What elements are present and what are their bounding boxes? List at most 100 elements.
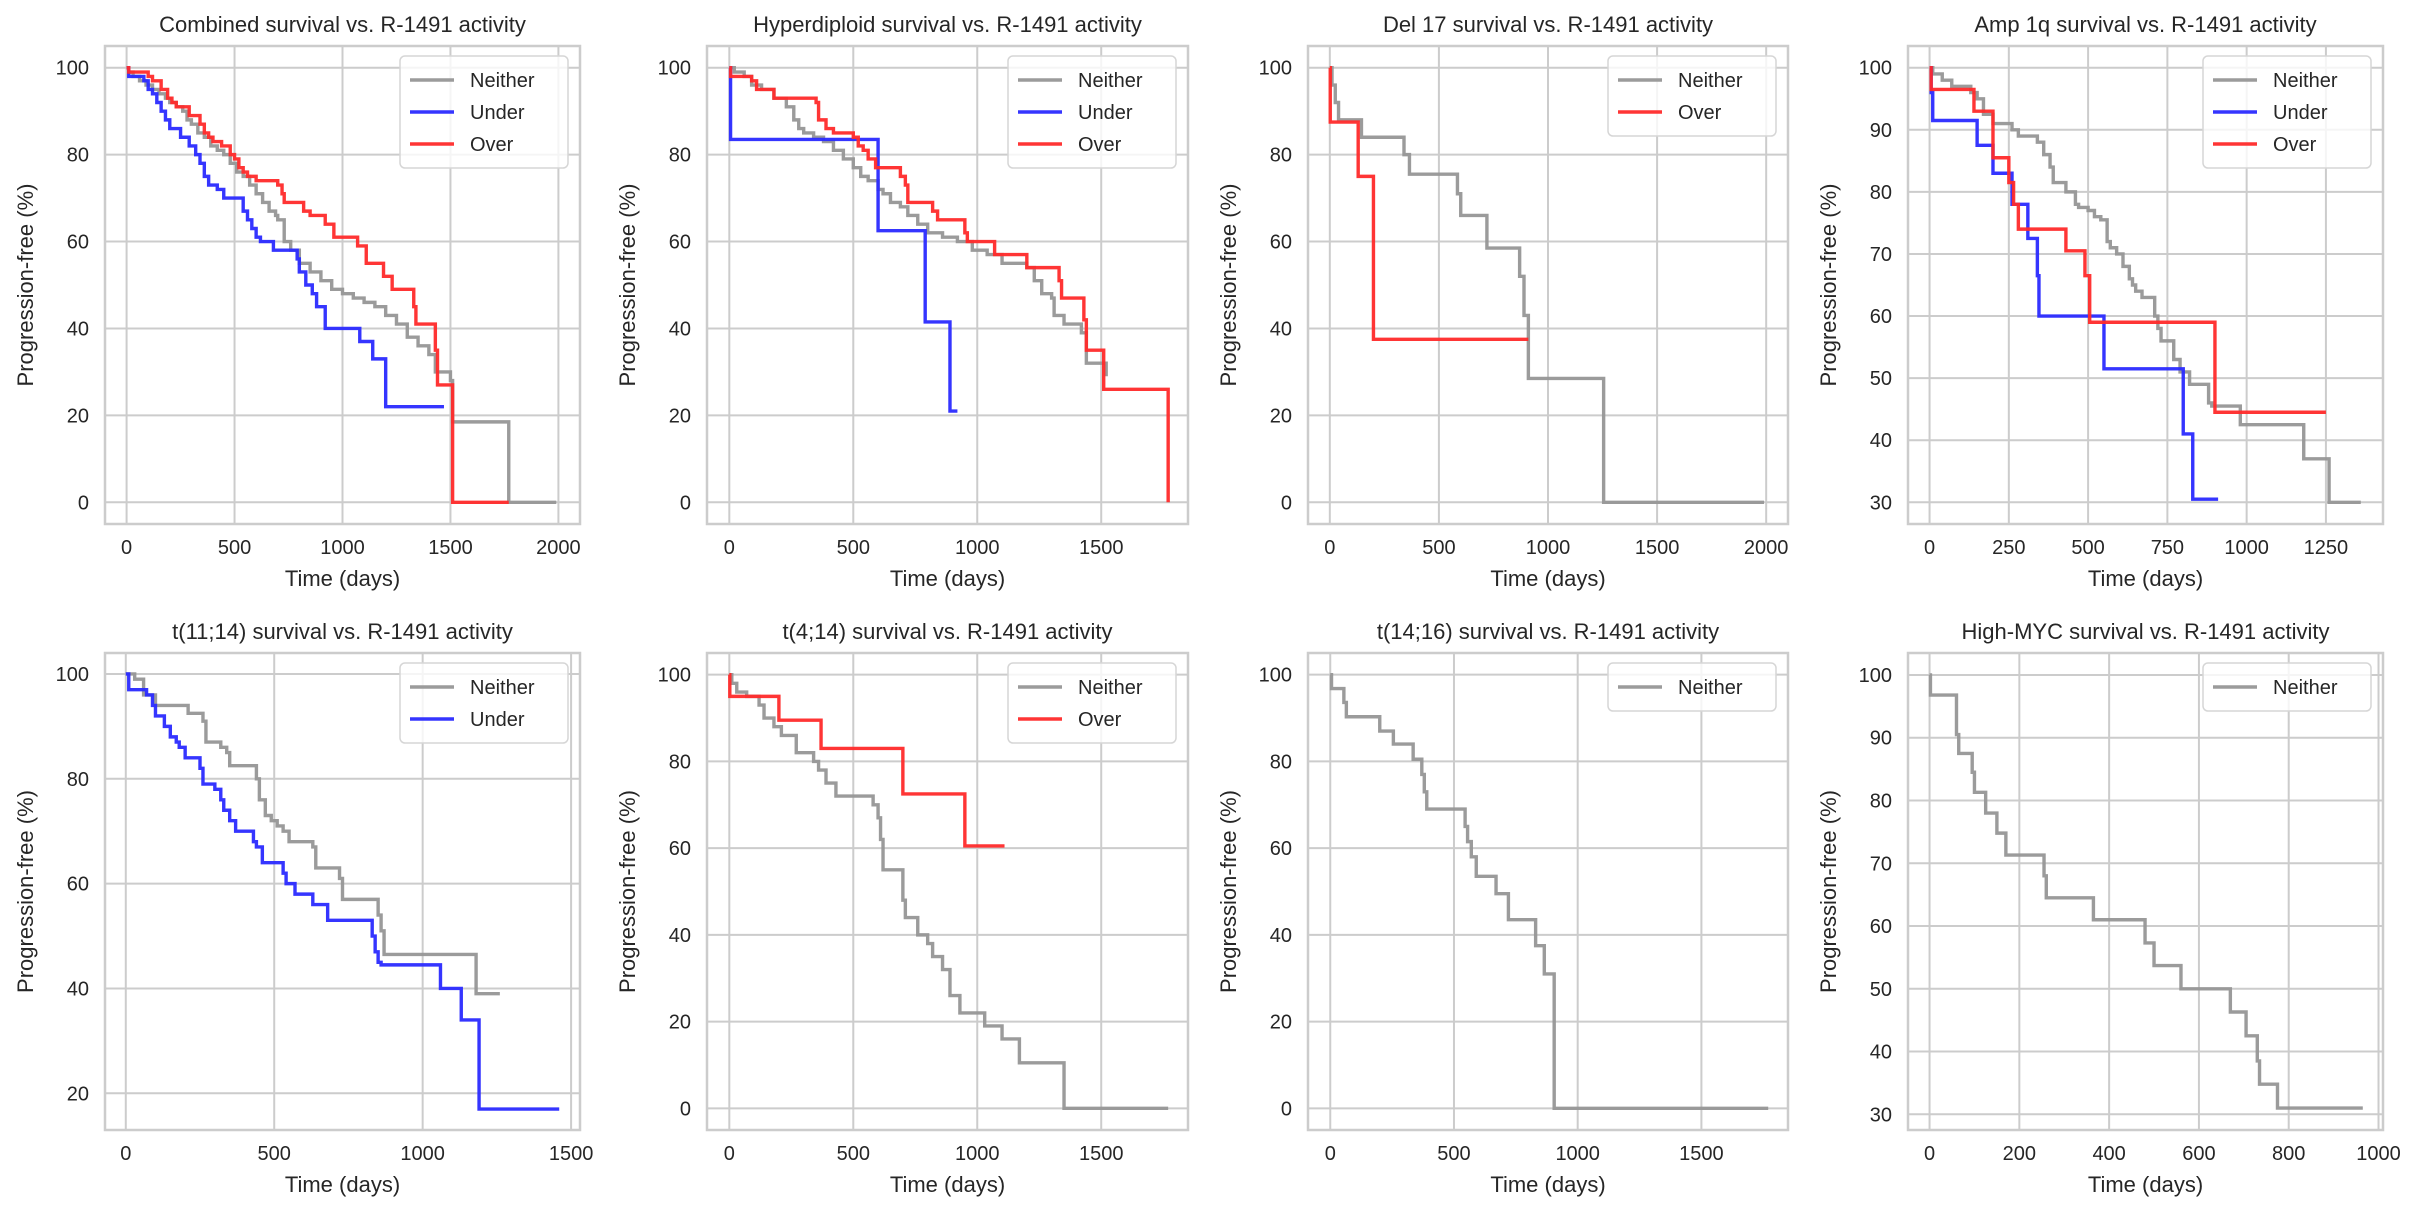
x-tick-label: 1500	[1679, 1143, 1724, 1165]
panel-2: Hyperdiploid survival vs. R-1491 activit…	[615, 12, 1190, 591]
y-tick-label: 20	[67, 1083, 89, 1105]
x-tick-label: 1000	[955, 537, 1000, 559]
legend: Neither	[2202, 662, 2372, 712]
panel-title: Combined survival vs. R-1491 activity	[159, 12, 526, 37]
x-tick-label: 1500	[428, 537, 473, 559]
legend-label: Over	[1678, 102, 1722, 124]
x-tick-label: 0	[1325, 1143, 1336, 1165]
x-tick-label: 800	[2272, 1143, 2305, 1165]
y-tick-label: 80	[1270, 751, 1292, 773]
x-tick-label: 0	[1924, 1143, 1935, 1165]
x-tick-label: 1500	[549, 1143, 594, 1165]
y-tick-label: 100	[1259, 665, 1292, 687]
x-tick-label: 500	[1422, 537, 1455, 559]
y-tick-label: 70	[1870, 853, 1892, 875]
y-tick-label: 60	[1270, 232, 1292, 254]
x-tick-label: 1000	[1526, 537, 1571, 559]
x-tick-label: 0	[120, 1143, 131, 1165]
series-line-over	[1328, 66, 1529, 342]
axes-frame	[1306, 651, 1790, 1132]
legend: Neither Under Over	[2202, 55, 2372, 169]
panel-6: t(4;14) survival vs. R-1491 activity 0 500…	[615, 619, 1190, 1197]
series-line-under	[1929, 66, 2219, 501]
series-line-under	[728, 66, 958, 413]
series-line-neither	[729, 672, 1169, 1111]
y-tick-label: 100	[658, 665, 691, 687]
y-tick-label: 40	[1870, 430, 1892, 452]
legend-label: Over	[2273, 134, 2317, 156]
y-tick-label: 60	[669, 232, 691, 254]
y-tick-label: 20	[1270, 405, 1292, 427]
y-tick-label: 40	[1870, 1042, 1892, 1064]
y-tick-label: 80	[1870, 182, 1892, 204]
x-axis-label: Time (days)	[2088, 566, 2203, 591]
y-tick-label: 0	[1281, 1098, 1292, 1120]
panel-1: Combined survival vs. R-1491 activity 0 50…	[13, 12, 582, 591]
y-tick-label: 60	[67, 874, 89, 896]
legend-label: Neither	[1678, 677, 1743, 699]
y-tick-label: 20	[669, 405, 691, 427]
x-axis-label: Time (days)	[1490, 1172, 1605, 1197]
legend: Neither	[1607, 662, 1777, 712]
y-tick-label: 40	[1270, 925, 1292, 947]
y-tick-label: 80	[669, 145, 691, 167]
y-tick-label: 40	[1270, 318, 1292, 340]
x-tick-label: 600	[2182, 1143, 2215, 1165]
y-tick-label: 60	[1870, 916, 1892, 938]
series-line-over	[728, 672, 1005, 848]
series-line-neither	[1928, 673, 2363, 1110]
series-line-neither	[729, 66, 1108, 377]
y-tick-label: 0	[78, 492, 89, 514]
x-tick-label: 750	[2151, 537, 2184, 559]
panel-8: High-MYC survival vs. R-1491 activity 0 20…	[1816, 619, 2401, 1197]
series-line-neither	[1329, 66, 1764, 504]
series-line-under	[126, 66, 444, 409]
x-axis-label: Time (days)	[2088, 1172, 2203, 1197]
x-tick-label: 1500	[1079, 537, 1124, 559]
x-tick-label: 0	[121, 537, 132, 559]
y-tick-label: 30	[1870, 1104, 1892, 1126]
legend-box	[1007, 662, 1177, 744]
legend-box	[2202, 55, 2372, 169]
panel-5: t(11;14) survival vs. R-1491 activity 0 50…	[13, 619, 593, 1197]
legend-label: Over	[1078, 134, 1122, 156]
x-tick-label: 2000	[536, 537, 581, 559]
panel-title: Del 17 survival vs. R-1491 activity	[1383, 12, 1713, 37]
legend-label: Under	[470, 102, 525, 124]
legend: Neither Under Over	[1007, 55, 1177, 169]
legend-label: Neither	[1078, 70, 1143, 92]
y-tick-label: 80	[67, 769, 89, 791]
y-axis-label: Progression-free (%)	[1816, 790, 1841, 993]
legend-label: Neither	[2273, 70, 2338, 92]
x-tick-label: 200	[2003, 1143, 2036, 1165]
y-tick-label: 40	[669, 925, 691, 947]
y-axis-label: Progression-free (%)	[13, 184, 38, 387]
x-tick-label: 0	[1924, 537, 1935, 559]
y-tick-label: 0	[680, 492, 691, 514]
legend-label: Neither	[1678, 70, 1743, 92]
x-tick-label: 1000	[1555, 1143, 1600, 1165]
y-tick-label: 60	[669, 838, 691, 860]
legend: Neither Over	[1007, 662, 1177, 744]
x-axis-label: Time (days)	[890, 1172, 1005, 1197]
x-tick-label: 1250	[2304, 537, 2349, 559]
y-tick-label: 100	[56, 58, 89, 80]
y-tick-label: 80	[67, 145, 89, 167]
series-line-over	[1929, 66, 2326, 414]
x-tick-label: 500	[837, 537, 870, 559]
legend-label: Neither	[470, 677, 535, 699]
panel-title: High-MYC survival vs. R-1491 activity	[1962, 619, 2330, 644]
axes-frame	[705, 651, 1190, 1132]
panel-3: Del 17 survival vs. R-1491 activity 0 500 1…	[1216, 12, 1790, 591]
y-tick-label: 0	[680, 1098, 691, 1120]
legend-label: Under	[1078, 102, 1133, 124]
x-tick-label: 1500	[1079, 1143, 1124, 1165]
y-tick-label: 80	[1270, 145, 1292, 167]
axes-frame	[1906, 651, 2385, 1132]
panel-title: t(14;16) survival vs. R-1491 activity	[1377, 619, 1719, 644]
legend: Neither Over	[1607, 55, 1777, 137]
axes-frame	[1906, 44, 2385, 526]
y-tick-label: 30	[1870, 492, 1892, 514]
panel-4: Amp 1q survival vs. R-1491 activity 0 250 5…	[1816, 12, 2385, 591]
y-axis-label: Progression-free (%)	[1816, 184, 1841, 387]
